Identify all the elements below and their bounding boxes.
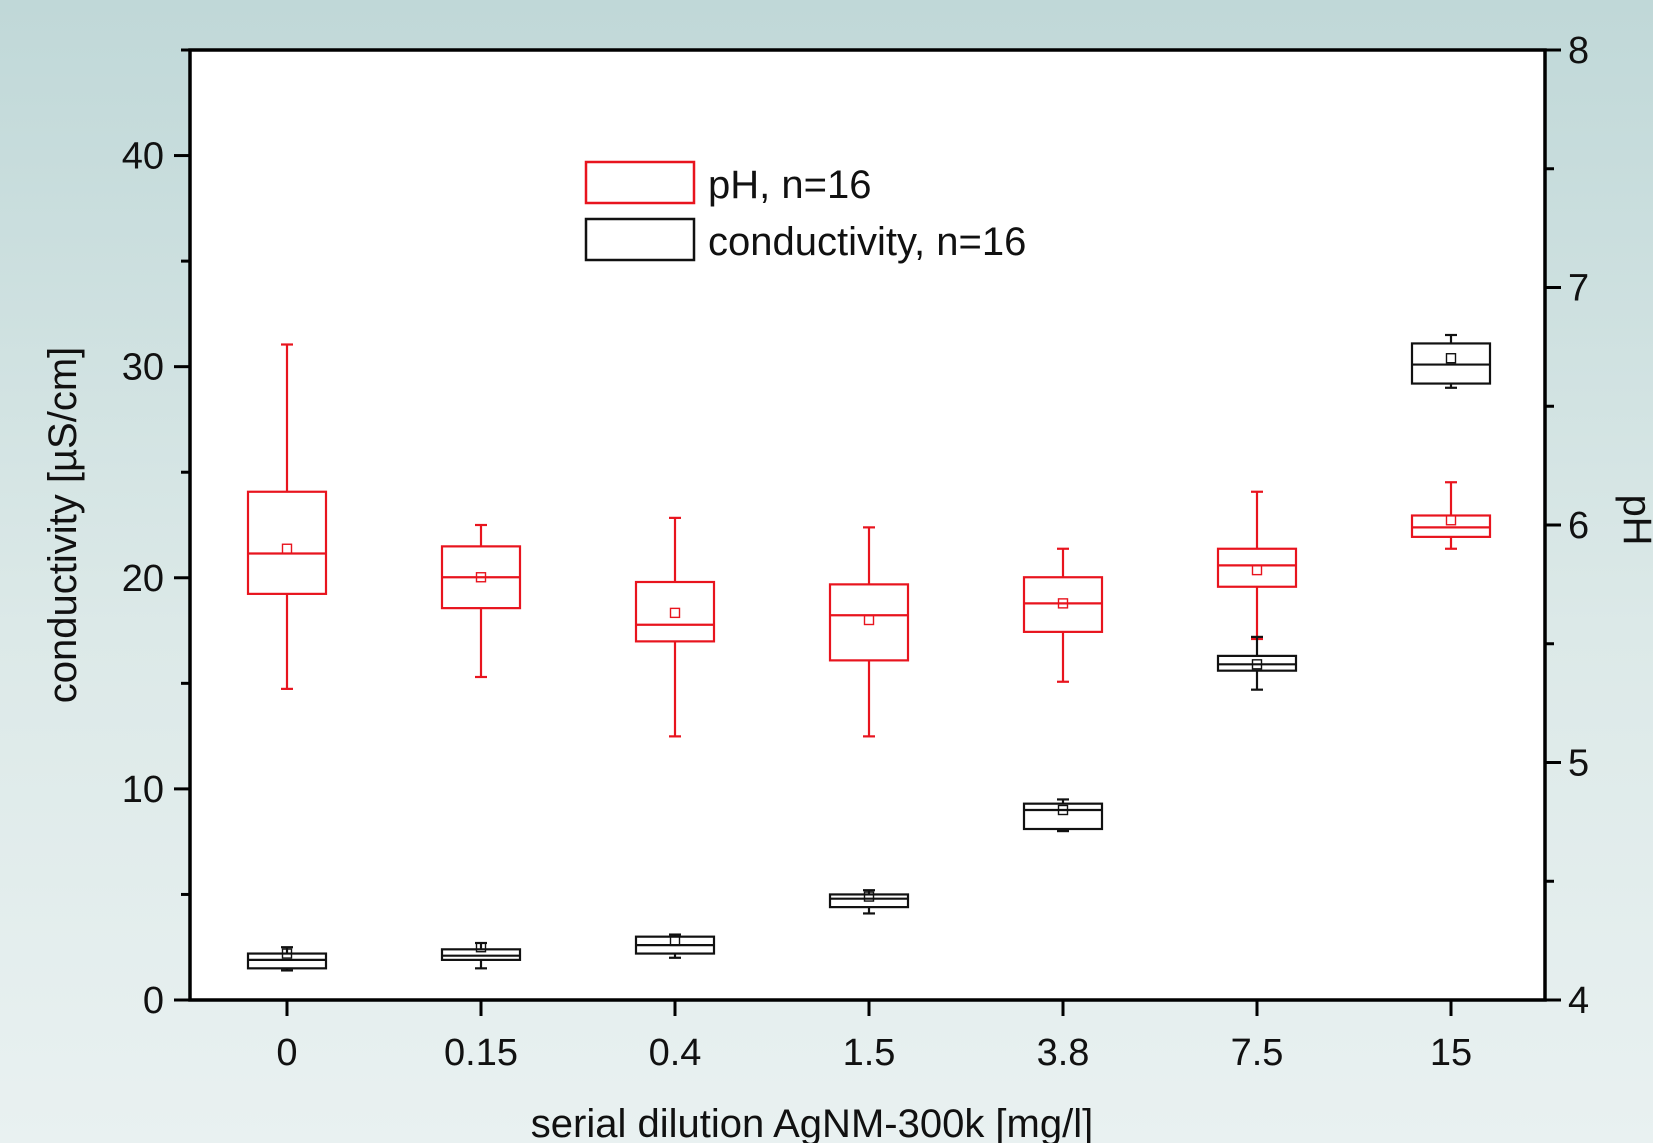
right-tick-label: 8	[1568, 30, 1589, 72]
x-tick-label: 3.8	[1037, 1032, 1090, 1074]
legend: pH, n=16 conductivity, n=16	[584, 160, 1026, 264]
box-iqr	[1216, 547, 1298, 588]
mean-marker	[1057, 598, 1069, 609]
conductivity-box-2	[634, 933, 716, 959]
left-tick-label: 30	[122, 347, 164, 389]
left-tick-label: 20	[122, 558, 164, 600]
mean-marker	[1251, 659, 1263, 670]
right-tick-label: 6	[1568, 505, 1589, 547]
ph-box-4	[1022, 547, 1104, 683]
ph-box-1	[440, 523, 522, 679]
x-axis: 0 0.15 0.4 1.5 3.8 7.5 15	[276, 1000, 1472, 1074]
mean-marker	[863, 891, 875, 902]
conductivity-box-0	[246, 946, 328, 972]
right-tick-label: 5	[1568, 743, 1589, 785]
x-tick-label: 1.5	[843, 1032, 896, 1074]
mean-marker	[1057, 804, 1069, 816]
mean-marker	[475, 942, 487, 953]
x-tick-label: 0.4	[649, 1032, 702, 1074]
conductivity-box-1	[440, 941, 522, 970]
mean-marker	[863, 614, 875, 626]
mean-marker	[1251, 564, 1263, 576]
x-axis-title: serial dilution AgNM-300k [mg/l]	[531, 1102, 1093, 1143]
right-tick-label: 4	[1568, 980, 1589, 1022]
legend-swatch-ph	[584, 160, 696, 205]
legend-swatch-conductivity	[584, 217, 696, 262]
x-tick-label: 0.15	[444, 1032, 518, 1074]
conductivity-box-3	[828, 889, 910, 915]
x-tick-label: 15	[1430, 1032, 1472, 1074]
ph-box-2	[634, 516, 716, 738]
ph-box-6	[1410, 481, 1492, 550]
box-iqr	[1022, 802, 1104, 831]
x-tick-label: 7.5	[1231, 1032, 1284, 1074]
plot-area	[188, 48, 1547, 1002]
right-tick-label: 7	[1568, 268, 1589, 310]
ph-box-0	[246, 343, 328, 690]
left-tick-label: 0	[143, 980, 164, 1022]
y-axis-title: conductivity [µS/cm]	[41, 347, 85, 703]
ph-box-3	[828, 526, 910, 738]
conductivity-box-4	[1022, 798, 1104, 833]
legend-label-conductivity: conductivity, n=16	[708, 220, 1026, 264]
left-axis: 0 10 20 30 40	[122, 48, 190, 1022]
box-iqr	[1022, 576, 1104, 633]
box-iqr	[828, 583, 910, 662]
box-iqr	[828, 893, 910, 909]
mean-marker	[281, 543, 293, 554]
boxes-layer	[246, 333, 1492, 972]
mean-marker	[1445, 353, 1457, 364]
right-axis: 4 5 6 7 8	[1545, 30, 1589, 1022]
conductivity-box-6	[1410, 333, 1492, 389]
conductivity-box-5	[1216, 635, 1298, 691]
x-tick-label: 0	[276, 1032, 297, 1074]
legend-label-ph: pH, n=16	[708, 163, 871, 207]
mean-marker	[281, 948, 293, 959]
mean-marker	[669, 935, 681, 947]
left-tick-label: 40	[122, 136, 164, 178]
y2-axis-title: pH	[1615, 494, 1653, 545]
mean-marker	[669, 607, 681, 619]
mean-marker	[475, 572, 487, 583]
box-iqr	[634, 580, 716, 643]
left-tick-label: 10	[122, 769, 164, 811]
box-iqr	[246, 490, 328, 595]
mean-marker	[1445, 515, 1457, 526]
ph-box-5	[1216, 490, 1298, 641]
